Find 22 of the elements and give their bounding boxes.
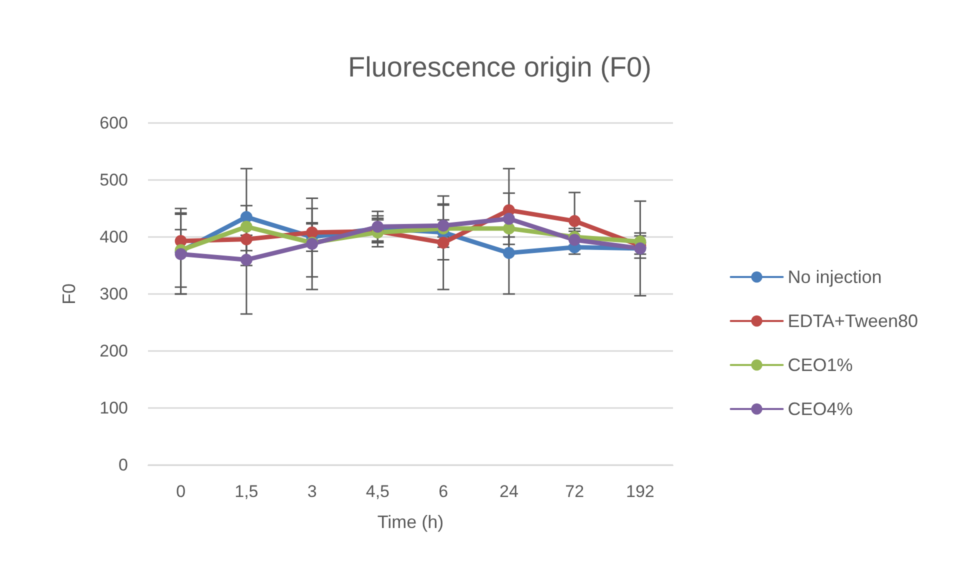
- legend-label: CEO4%: [788, 399, 853, 419]
- x-tick-label: 72: [565, 482, 584, 501]
- y-tick-label: 300: [100, 284, 128, 304]
- y-tick-label: 0: [118, 456, 128, 474]
- chart-title: Fluorescence origin (F0): [348, 52, 652, 82]
- y-tick-label: 500: [100, 170, 128, 190]
- x-tick-label: 6: [438, 482, 448, 501]
- x-tick-label: 4,5: [366, 482, 390, 501]
- y-tick-label: 100: [100, 398, 128, 418]
- legend-label: No injection: [788, 267, 882, 287]
- x-tick-label: 24: [499, 482, 518, 501]
- x-tick-label: 3: [307, 482, 317, 501]
- y-tick-label: 600: [100, 114, 128, 132]
- y-tick-label: 200: [100, 342, 128, 360]
- y-tick-label: 400: [100, 228, 128, 246]
- legend-label: CEO1%: [788, 355, 853, 375]
- x-axis-title: Time (h): [377, 512, 444, 532]
- x-tick-label: 0: [176, 482, 186, 501]
- y-axis-title: F0: [59, 283, 79, 305]
- x-tick-label: 1,5: [234, 482, 258, 501]
- x-tick-label: 192: [626, 482, 654, 501]
- legend-label: EDTA+Tween80: [788, 311, 918, 331]
